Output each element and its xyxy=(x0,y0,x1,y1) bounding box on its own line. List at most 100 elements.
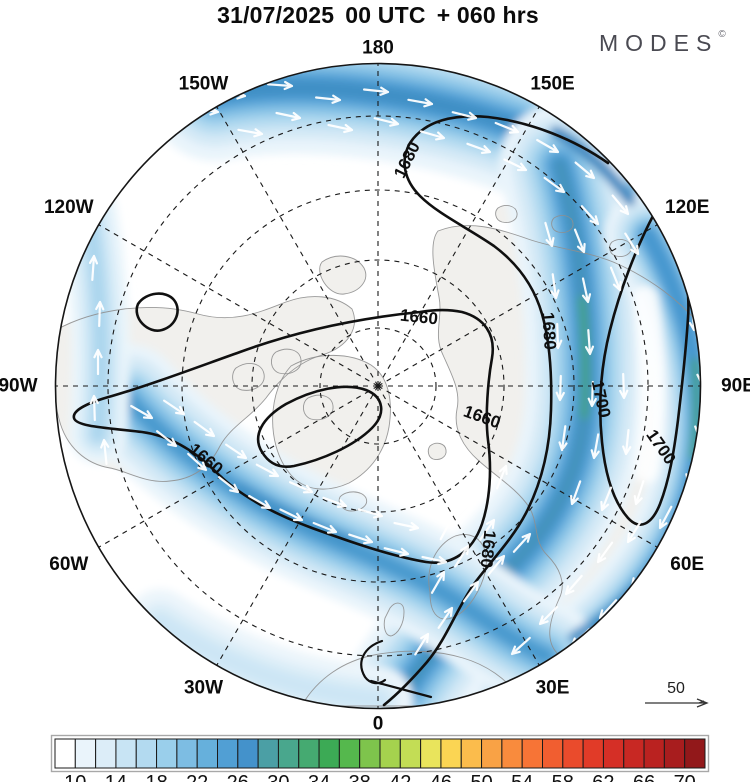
wind-arrow xyxy=(187,452,208,472)
wind-arrow xyxy=(544,221,555,248)
wind-arrow xyxy=(289,481,314,494)
wind-arrow xyxy=(327,123,354,134)
colorbar-cell xyxy=(643,738,665,769)
calm-gap xyxy=(633,285,666,483)
wind-arrow xyxy=(494,121,520,134)
colorbar-cell xyxy=(176,738,198,769)
wind-arrow xyxy=(584,329,595,356)
colorbar-cell xyxy=(359,738,381,769)
colorbar-tick-label: 30 xyxy=(267,772,289,782)
lon-label-0: 0 xyxy=(373,714,384,735)
wind-arrow xyxy=(564,574,583,596)
colorbar: 10 14 18 22 26 30 34 38 42 46 50 54 58 62 66 70 xyxy=(50,734,710,782)
colorbar-frame xyxy=(50,734,710,773)
lon-label-90E: 90E xyxy=(721,376,750,397)
wind-arrow xyxy=(555,374,565,402)
wind-arrow xyxy=(464,490,480,514)
colorbar-tick-label: 50 xyxy=(470,772,492,782)
height-contour xyxy=(256,385,383,468)
colorbar-tick-label: 38 xyxy=(349,772,371,782)
title-date: 31/07/2025 xyxy=(217,2,335,28)
wind-arrow xyxy=(611,194,630,216)
wind-arrow xyxy=(255,463,280,478)
jet-band-layer xyxy=(150,612,390,709)
wind-arrow xyxy=(619,372,629,400)
coastline xyxy=(232,363,265,391)
wind-arrow xyxy=(538,605,559,626)
map-boundary-circle xyxy=(54,62,702,710)
wind-arrow xyxy=(88,254,99,281)
wind-arrow xyxy=(357,508,384,519)
coastline xyxy=(551,215,574,233)
wind-arrow xyxy=(487,554,506,576)
modes-logo-text: MODES xyxy=(599,30,719,56)
height-contour xyxy=(135,292,179,332)
colorbar-tick-label: 10 xyxy=(64,772,86,782)
lon-label-60E: 60E xyxy=(670,554,704,575)
colorbar-cell xyxy=(623,738,645,769)
lon-label-30E: 30E xyxy=(536,678,570,699)
jet-core xyxy=(577,295,590,420)
wind-arrow xyxy=(626,520,642,544)
wind-arrow xyxy=(633,480,645,506)
colorbar-tick-label: 26 xyxy=(227,772,249,782)
coastline xyxy=(495,205,518,223)
title-time: 00 UTC xyxy=(345,2,426,28)
wind-arrow xyxy=(218,476,240,494)
meridian-line xyxy=(377,106,540,387)
lon-label-90W: 90W xyxy=(0,376,38,397)
coastline xyxy=(319,255,367,295)
colorbar-tick-label: 22 xyxy=(186,772,208,782)
wind-arrow xyxy=(550,273,560,300)
latitude-circle xyxy=(181,189,575,583)
wind-arrow xyxy=(363,86,390,96)
wind-arrow xyxy=(100,438,110,465)
wind-arrow xyxy=(658,505,673,530)
latitude-circle xyxy=(251,259,505,513)
wind-arrow xyxy=(275,111,302,122)
colorbar-cell xyxy=(542,738,564,769)
wind-reference-scale: 50 xyxy=(645,680,709,708)
geopotential-height-contours xyxy=(72,115,690,707)
colorbar-cell xyxy=(217,738,239,769)
colorbar-cell xyxy=(196,738,219,769)
meridian-line xyxy=(377,224,658,387)
coastline xyxy=(609,239,632,257)
meridian-line xyxy=(216,106,379,387)
height-contour xyxy=(382,115,610,707)
colorbar-tick-label: 18 xyxy=(145,772,167,782)
longitude-ring-labels: 180 150E 120E 90E 60E 30E 0 30W 60W 90W 120W 150W xyxy=(0,38,750,735)
coastline xyxy=(303,394,334,421)
wind-arrow xyxy=(163,399,186,416)
wind-arrow xyxy=(580,205,600,226)
wind-arrow xyxy=(89,394,99,422)
contour-label-1680: 1680 xyxy=(477,529,500,569)
wind-arrow xyxy=(543,176,566,194)
wind-arrow xyxy=(553,322,563,350)
height-contour xyxy=(360,639,433,699)
wind-arrow xyxy=(156,430,178,448)
colorbar-tick-label: 42 xyxy=(389,772,411,782)
wind-arrow xyxy=(439,516,454,541)
wind-arrow xyxy=(93,348,103,376)
wind-arrow xyxy=(279,508,304,522)
colorbar-cell xyxy=(460,738,483,769)
wind-arrow xyxy=(383,547,410,557)
latitude-circle xyxy=(319,327,437,445)
colorbar-tick-label: 46 xyxy=(430,772,452,782)
colorbar-cell xyxy=(135,738,158,769)
colorbar-cell xyxy=(115,738,137,769)
wind-arrow xyxy=(430,570,446,594)
wind-arrow xyxy=(267,80,294,91)
wind-arrow xyxy=(373,117,400,127)
wind-arrow xyxy=(479,518,496,541)
lon-label-150E: 150E xyxy=(530,73,574,94)
height-contour xyxy=(598,212,690,526)
chart-title: 31/07/2025 00 UTC + 060 hrs xyxy=(0,2,750,29)
colorbar-cell xyxy=(277,738,300,769)
wind-arrow xyxy=(624,232,640,256)
wind-arrow xyxy=(576,660,597,680)
colorbar-cell xyxy=(521,738,544,769)
